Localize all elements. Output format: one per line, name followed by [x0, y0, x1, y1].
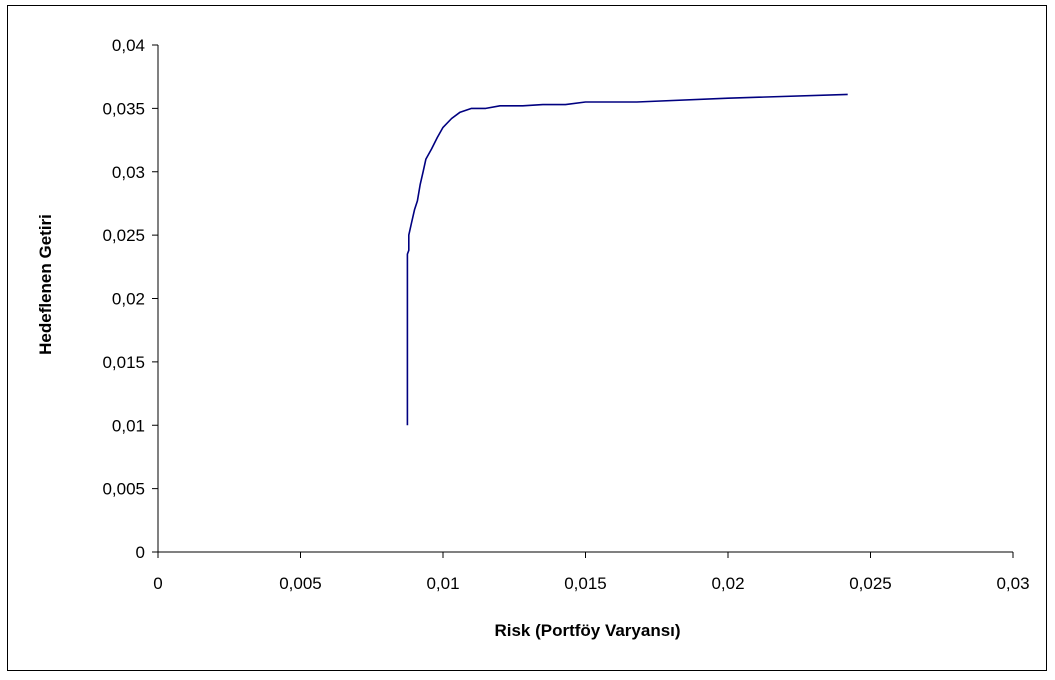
x-axis: 0 0,005 0,01 0,015 0,02 0,025 0,03 [153, 551, 1030, 593]
series-layer [406, 93, 848, 426]
y-tick-label: 0,005 [102, 480, 145, 499]
y-tick-label: 0 [136, 543, 145, 562]
x-tick-label: 0,03 [996, 574, 1029, 593]
y-tick-label: 0,015 [102, 353, 145, 372]
x-tick-label: 0,02 [711, 574, 744, 593]
x-tick-label: 0,005 [279, 574, 322, 593]
x-tick-label: 0,025 [849, 574, 892, 593]
y-tick-label: 0,03 [112, 163, 145, 182]
series-line-0 [406, 93, 848, 426]
y-axis: 0 0,005 0,01 0,015 0,02 0,025 0,03 0,035 0,04 [102, 36, 159, 562]
x-axis-title: Risk (Portföy Varyansı) [494, 621, 680, 640]
y-tick-label: 0,04 [112, 36, 145, 55]
x-tick-label: 0,015 [564, 574, 607, 593]
y-tick-label: 0,035 [102, 99, 145, 118]
chart-svg: 0 0,005 0,01 0,015 0,02 0,025 0,03 00,0050,010… [36, 36, 1030, 640]
x-tick-label: 0 [153, 574, 162, 593]
x-tick-label: 0,01 [426, 574, 459, 593]
y-axis-title: Hedeflenen Getiri [36, 214, 55, 355]
y-tick-label: 0,02 [112, 290, 145, 309]
y-tick-label: 0,025 [102, 226, 145, 245]
chart-frame: 0 0,005 0,01 0,015 0,02 0,025 0,03 0 0,005 0,01 0… [7, 5, 1047, 671]
y-tick-label: 0,01 [112, 416, 145, 435]
